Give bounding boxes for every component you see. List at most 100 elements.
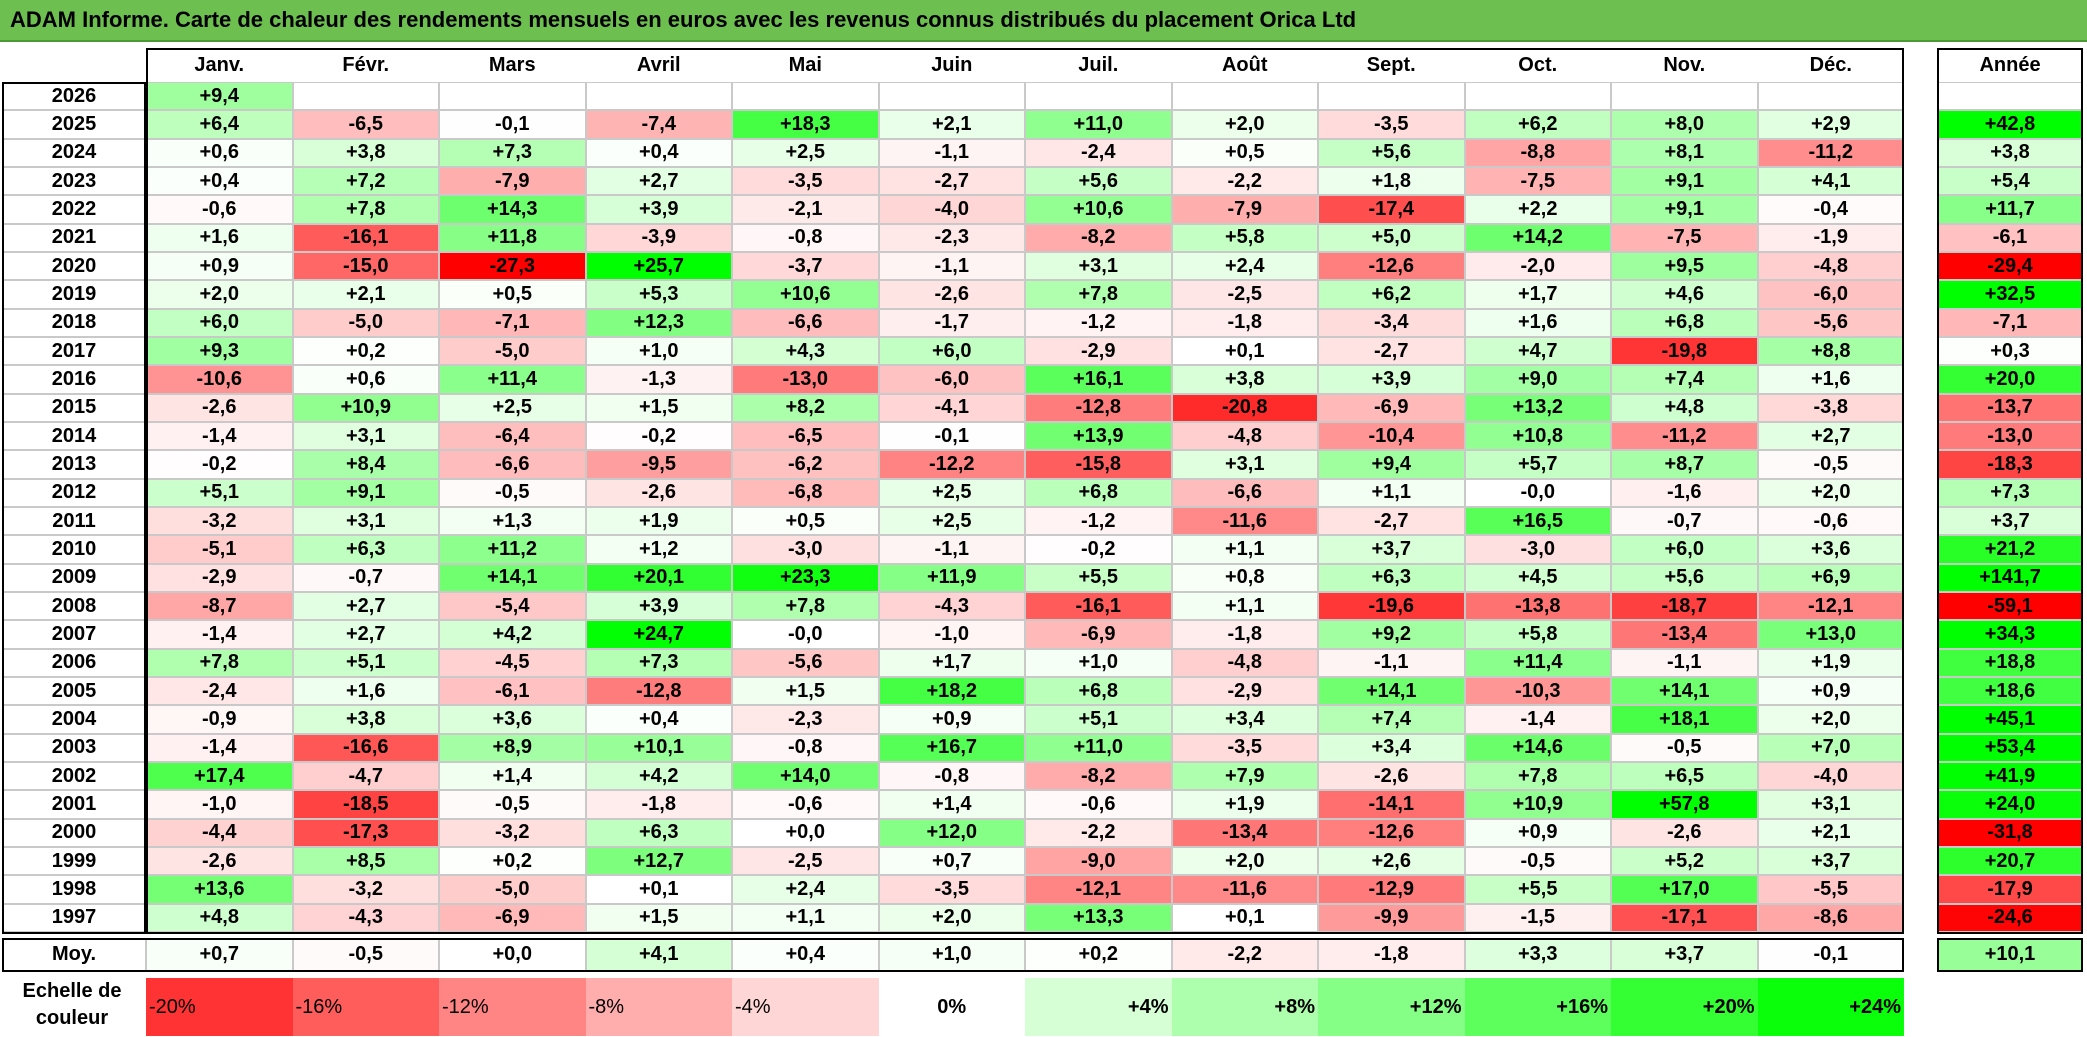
heatmap-cell: +57,8 [1611, 790, 1758, 819]
heatmap-cell: -2,6 [146, 846, 293, 876]
heatmap-cell: +1,7 [878, 648, 1025, 677]
heatmap-cell: +3,6 [1757, 535, 1904, 564]
annual-cell: +18,8 [1937, 648, 2083, 677]
heatmap-cell: -0,0 [732, 620, 879, 649]
annual-cell: +5,4 [1937, 166, 2083, 196]
heatmap-cell: -0,9 [146, 705, 293, 734]
heatmap-cell: +2,4 [732, 875, 879, 904]
heatmap-cell: +20,1 [585, 563, 732, 592]
heatmap-cell: +2,0 [878, 903, 1025, 932]
heatmap-cell: +7,8 [1464, 761, 1611, 791]
heatmap-cell: +9,2 [1318, 620, 1465, 649]
heatmap-cell: +24,7 [585, 620, 732, 649]
heatmap-cell: -10,3 [1464, 676, 1611, 706]
heatmap-cell: -16,6 [292, 733, 439, 762]
heatmap-cell: +5,6 [1611, 563, 1758, 592]
heatmap-cell: +4,8 [1611, 393, 1758, 422]
heatmap-cell: +13,9 [1025, 421, 1172, 451]
heatmap-cell: +2,6 [1318, 846, 1465, 876]
title-bar: ADAM Informe. Carte de chaleur des rende… [0, 0, 2087, 42]
annual-cell: +20,7 [1937, 846, 2083, 876]
heatmap-cell: -2,4 [146, 676, 293, 706]
heatmap-cell: +4,3 [732, 336, 879, 366]
heatmap-cell: +3,6 [439, 705, 586, 734]
heatmap-cell: -5,6 [732, 648, 879, 677]
heatmap-cell: +2,5 [878, 478, 1025, 507]
heatmap-cell: -0,6 [146, 195, 293, 224]
heatmap-cell: -0,6 [732, 790, 879, 819]
heatmap-cell: +0,0 [732, 818, 879, 847]
heatmap-cell: -2,2 [1171, 166, 1318, 196]
year-label: 1998 [2, 875, 146, 904]
heatmap-cell: +1,6 [146, 223, 293, 252]
heatmap-cell: -16,1 [292, 223, 439, 252]
heatmap-cell: -6,5 [292, 110, 439, 139]
heatmap-cell: +7,3 [585, 648, 732, 677]
heatmap-cell: -1,4 [1464, 705, 1611, 734]
heatmap-cell: -0,8 [732, 223, 879, 252]
heatmap-cell: -12,1 [1757, 591, 1904, 621]
heatmap-cell: +1,1 [1171, 591, 1318, 621]
heatmap-cell: +1,6 [292, 676, 439, 706]
heatmap-cell: +0,1 [1171, 903, 1318, 932]
heatmap-cell: -1,9 [1757, 223, 1904, 252]
heatmap-cell: +0,9 [1757, 676, 1904, 706]
heatmap-cell: -0,5 [439, 478, 586, 507]
annual-cell [1937, 82, 2083, 111]
scale-swatch: +16% [1464, 978, 1611, 1036]
heatmap-cell: -19,6 [1318, 591, 1465, 621]
heatmap-cell: -3,0 [732, 535, 879, 564]
heatmap-cell: +8,7 [1611, 450, 1758, 479]
heatmap-cell: -0,5 [1757, 450, 1904, 479]
heatmap-cell: +7,8 [1025, 280, 1172, 309]
heatmap-cell: +8,0 [1611, 110, 1758, 139]
heatmap-cell: -15,0 [292, 251, 439, 281]
heatmap-cell: +8,4 [292, 450, 439, 479]
month-header: Sept. [1318, 48, 1465, 82]
heatmap-cell: +0,2 [439, 846, 586, 876]
heatmap-cell: -3,2 [292, 875, 439, 904]
heatmap-cell: -17,4 [1318, 195, 1465, 224]
heatmap-cell: -0,8 [732, 733, 879, 762]
heatmap-cell: -0,2 [1025, 535, 1172, 564]
heatmap-cell: -8,2 [1025, 761, 1172, 791]
heatmap-cell: +14,1 [439, 563, 586, 592]
year-label: 2003 [2, 733, 146, 762]
heatmap-cell: -0,7 [292, 563, 439, 592]
heatmap-cell: -0,8 [878, 761, 1025, 791]
heatmap-cell: +1,9 [1757, 648, 1904, 677]
heatmap-cell: +0,6 [292, 365, 439, 394]
heatmap-cell: +11,9 [878, 563, 1025, 592]
heatmap-cell: +1,1 [1318, 478, 1465, 507]
heatmap-cell: -13,8 [1464, 591, 1611, 621]
heatmap-cell: -2,7 [878, 166, 1025, 196]
heatmap-cell: +3,9 [1318, 365, 1465, 394]
heatmap-cell: +8,8 [1757, 336, 1904, 366]
heatmap-cell: +1,0 [585, 336, 732, 366]
annual-cell: +11,7 [1937, 195, 2083, 224]
heatmap-cell: +2,1 [878, 110, 1025, 139]
heatmap-cell: +3,1 [292, 421, 439, 451]
heatmap-cell: +9,1 [292, 478, 439, 507]
heatmap-cell: +6,2 [1318, 280, 1465, 309]
heatmap-cell: +2,0 [1171, 110, 1318, 139]
month-header: Juin [878, 48, 1025, 82]
heatmap-cell: +3,4 [1171, 705, 1318, 734]
annual-cell: +53,4 [1937, 733, 2083, 762]
heatmap-cell: +8,5 [292, 846, 439, 876]
heatmap-cell: +0,9 [1464, 818, 1611, 847]
scale-swatch: +8% [1171, 978, 1318, 1036]
heatmap-cell [1757, 82, 1904, 111]
year-label: 2015 [2, 393, 146, 422]
heatmap-cell: +13,2 [1464, 393, 1611, 422]
year-label: 2000 [2, 818, 146, 847]
heatmap-cell: +6,8 [1025, 478, 1172, 507]
heatmap-cell [439, 82, 586, 111]
heatmap-cell: +5,6 [1025, 166, 1172, 196]
annual-header: Année [1937, 48, 2083, 82]
heatmap-cell [585, 82, 732, 111]
heatmap-cell: +2,9 [1757, 110, 1904, 139]
year-label: 2024 [2, 138, 146, 167]
heatmap-cell: -13,4 [1611, 620, 1758, 649]
average-cell: -2,2 [1171, 937, 1318, 972]
